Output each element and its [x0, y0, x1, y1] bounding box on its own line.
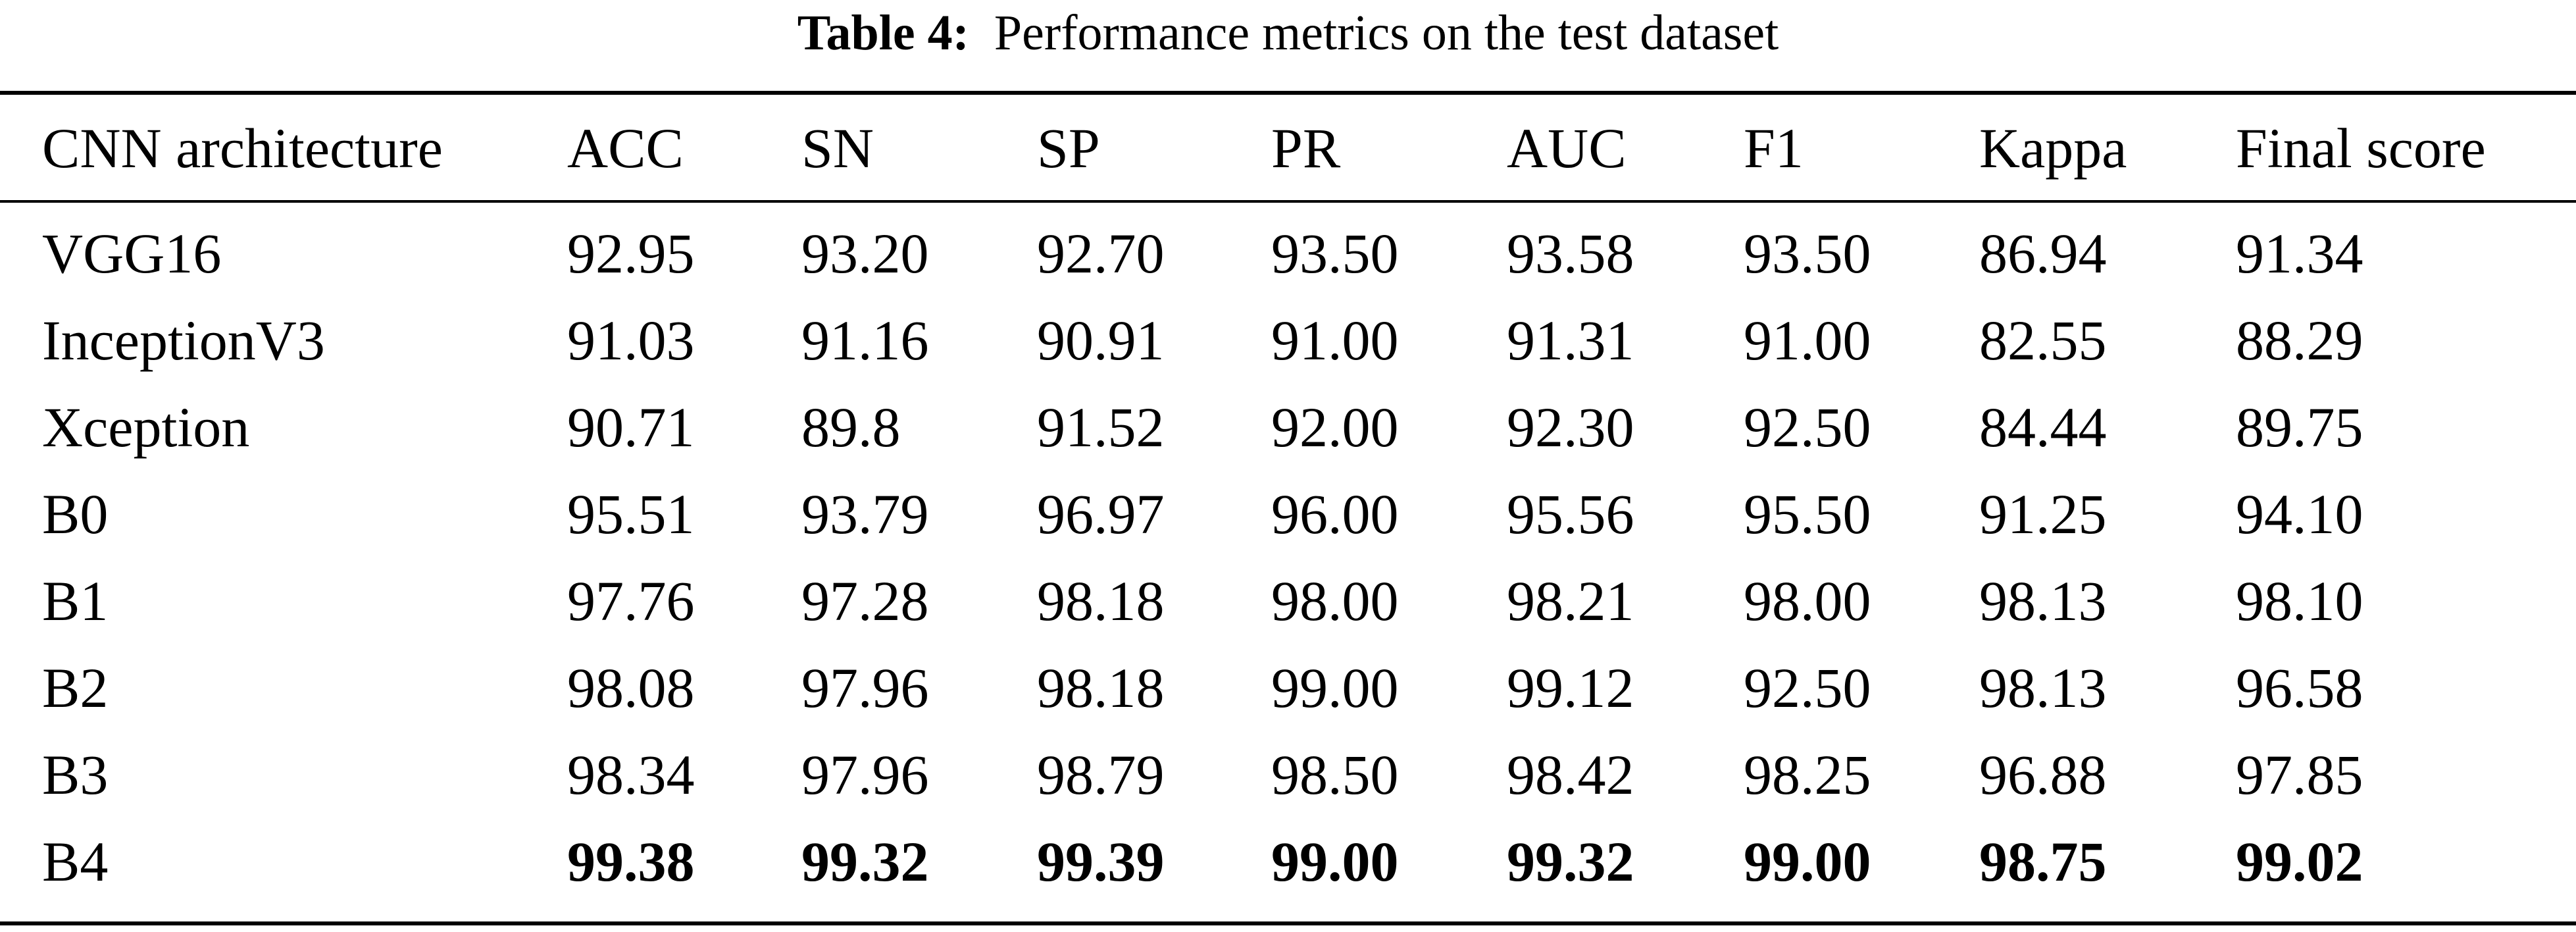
cell-final-score: 89.75: [2236, 396, 2363, 459]
cell-auc: 98.21: [1507, 569, 1634, 633]
cell-acc: 90.71: [567, 396, 695, 459]
cell-pr: 98.50: [1271, 743, 1399, 806]
cell-acc: 98.08: [567, 656, 695, 719]
header-sp: SP: [1037, 116, 1100, 180]
table-caption-label: Table 4:: [797, 5, 969, 61]
cell-pr: 93.50: [1271, 222, 1399, 285]
table-header-rule: [0, 200, 2576, 203]
header-f1: F1: [1744, 116, 1804, 180]
table-row: InceptionV3 91.03 91.16 90.91 91.00 91.31 91.0…: [0, 298, 2576, 383]
cell-auc: 99.32: [1507, 830, 1634, 893]
header-sn: SN: [801, 116, 874, 180]
cell-auc: 92.30: [1507, 396, 1634, 459]
cell-auc: 91.31: [1507, 309, 1634, 372]
cell-pr: 92.00: [1271, 396, 1399, 459]
cell-kappa: 98.75: [1979, 830, 2107, 893]
cell-final-score: 98.10: [2236, 569, 2363, 633]
cell-architecture: VGG16: [42, 222, 222, 285]
cell-f1: 95.50: [1744, 482, 1871, 546]
cell-acc: 92.95: [567, 222, 695, 285]
cell-pr: 99.00: [1271, 656, 1399, 719]
cell-sn: 93.79: [801, 482, 929, 546]
cell-architecture: B4: [42, 830, 109, 893]
cell-sp: 96.97: [1037, 482, 1165, 546]
cell-auc: 93.58: [1507, 222, 1634, 285]
cell-final-score: 96.58: [2236, 656, 2363, 719]
cell-architecture: B2: [42, 656, 109, 719]
header-pr: PR: [1271, 116, 1341, 180]
cell-kappa: 96.88: [1979, 743, 2107, 806]
cell-sp: 91.52: [1037, 396, 1165, 459]
table-row: B2 98.08 97.96 98.18 99.00 99.12 92.50 98.13 96.…: [0, 645, 2576, 731]
cell-auc: 99.12: [1507, 656, 1634, 719]
cell-sn: 97.96: [801, 656, 929, 719]
cell-acc: 98.34: [567, 743, 695, 806]
cell-f1: 99.00: [1744, 830, 1871, 893]
cell-acc: 95.51: [567, 482, 695, 546]
cell-sn: 99.32: [801, 830, 929, 893]
table-top-rule: [0, 91, 2576, 95]
table-row: B4 99.38 99.32 99.39 99.00 99.32 99.00 98.75 99.…: [0, 819, 2576, 904]
cell-kappa: 98.13: [1979, 656, 2107, 719]
cell-pr: 99.00: [1271, 830, 1399, 893]
cell-sn: 97.96: [801, 743, 929, 806]
cell-final-score: 91.34: [2236, 222, 2363, 285]
cell-architecture: InceptionV3: [42, 309, 325, 372]
header-auc: AUC: [1507, 116, 1627, 180]
table-header-row: CNN architecture ACC SN SP PR AUC F1 Kap…: [0, 105, 2576, 191]
header-acc: ACC: [567, 116, 684, 180]
cell-kappa: 98.13: [1979, 569, 2107, 633]
cell-final-score: 97.85: [2236, 743, 2363, 806]
cell-f1: 91.00: [1744, 309, 1871, 372]
cell-kappa: 82.55: [1979, 309, 2107, 372]
table-caption-text: Performance metrics on the test dataset: [994, 5, 1779, 61]
table-row: B0 95.51 93.79 96.97 96.00 95.56 95.50 91.25 94.…: [0, 471, 2576, 557]
cell-sp: 90.91: [1037, 309, 1165, 372]
cell-architecture: Xception: [42, 396, 250, 459]
cell-sp: 92.70: [1037, 222, 1165, 285]
cell-architecture: B0: [42, 482, 109, 546]
cell-architecture: B1: [42, 569, 109, 633]
cell-sn: 93.20: [801, 222, 929, 285]
cell-f1: 93.50: [1744, 222, 1871, 285]
cell-sp: 98.18: [1037, 569, 1165, 633]
table-row: B3 98.34 97.96 98.79 98.50 98.42 98.25 96.88 97.…: [0, 732, 2576, 817]
cell-f1: 92.50: [1744, 396, 1871, 459]
table-row: Xception 90.71 89.8 91.52 92.00 92.30 92.50 84.…: [0, 384, 2576, 470]
header-cnn-architecture: CNN architecture: [42, 116, 443, 180]
cell-architecture: B3: [42, 743, 109, 806]
cell-sp: 98.18: [1037, 656, 1165, 719]
table-caption: Table 4: Performance metrics on the test…: [0, 0, 2576, 66]
cell-pr: 96.00: [1271, 482, 1399, 546]
cell-acc: 97.76: [567, 569, 695, 633]
cell-sp: 98.79: [1037, 743, 1165, 806]
cell-final-score: 99.02: [2236, 830, 2363, 893]
cell-pr: 98.00: [1271, 569, 1399, 633]
cell-sn: 91.16: [801, 309, 929, 372]
cell-final-score: 94.10: [2236, 482, 2363, 546]
cell-acc: 99.38: [567, 830, 695, 893]
cell-sn: 89.8: [801, 396, 901, 459]
cell-f1: 98.00: [1744, 569, 1871, 633]
table-row: B1 97.76 97.28 98.18 98.00 98.21 98.00 98.13 98.…: [0, 558, 2576, 644]
cell-f1: 92.50: [1744, 656, 1871, 719]
cell-final-score: 88.29: [2236, 309, 2363, 372]
cell-acc: 91.03: [567, 309, 695, 372]
cell-auc: 98.42: [1507, 743, 1634, 806]
table-row: VGG16 92.95 93.20 92.70 93.50 93.58 93.50 86.94…: [0, 211, 2576, 296]
cell-kappa: 91.25: [1979, 482, 2107, 546]
cell-kappa: 86.94: [1979, 222, 2107, 285]
cell-sn: 97.28: [801, 569, 929, 633]
header-kappa: Kappa: [1979, 116, 2127, 180]
cell-sp: 99.39: [1037, 830, 1165, 893]
cell-pr: 91.00: [1271, 309, 1399, 372]
cell-f1: 98.25: [1744, 743, 1871, 806]
table-bottom-rule: [0, 921, 2576, 925]
cell-auc: 95.56: [1507, 482, 1634, 546]
cell-kappa: 84.44: [1979, 396, 2107, 459]
header-final-score: Final score: [2236, 116, 2486, 180]
